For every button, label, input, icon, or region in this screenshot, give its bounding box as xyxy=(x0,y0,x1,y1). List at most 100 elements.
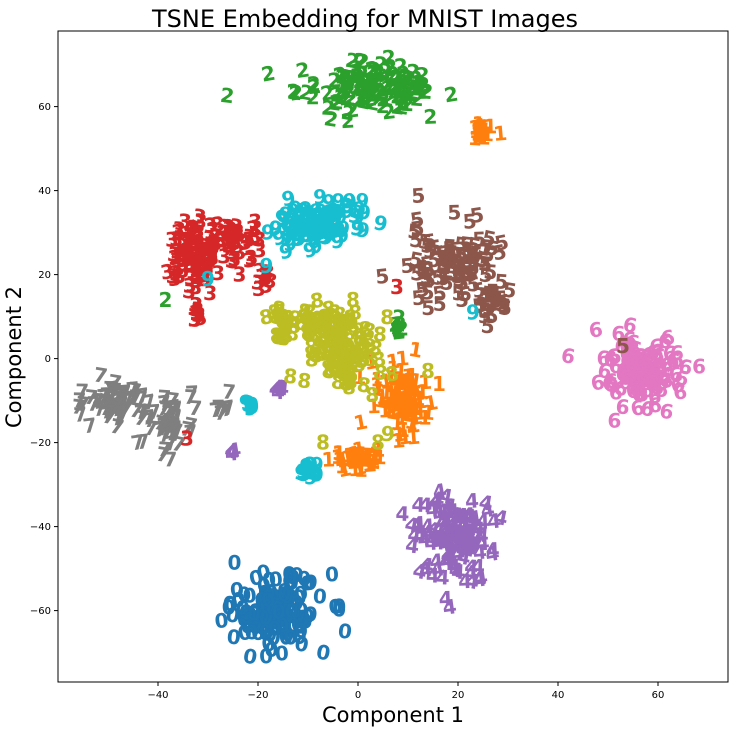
digit-point-2: 2 xyxy=(355,84,371,109)
digit-point-0: 0 xyxy=(268,593,284,618)
digit-point-2: 2 xyxy=(405,74,421,99)
digit-point-1: 1 xyxy=(472,124,487,148)
digit-point-0: 0 xyxy=(236,581,253,606)
digit-point-1: 1 xyxy=(368,441,383,466)
digit-point-1: 1 xyxy=(397,396,415,422)
x-axis-title: Component 1 xyxy=(322,703,464,727)
digit-point-2: 2 xyxy=(394,77,411,103)
digit-point-0: 0 xyxy=(255,615,272,641)
digit-point-1: 1 xyxy=(422,390,440,416)
digit-point-1: 1 xyxy=(398,369,416,395)
digit-point-2: 2 xyxy=(347,59,363,84)
digit-point-1: 1 xyxy=(370,376,387,402)
digit-point-0: 0 xyxy=(264,637,279,662)
digit-point-2: 2 xyxy=(411,72,427,97)
digit-point-0: 0 xyxy=(266,616,283,641)
digit-outlier-8: 8 xyxy=(316,431,330,455)
digit-point-2: 2 xyxy=(348,73,366,99)
digit-point-0: 0 xyxy=(275,578,293,604)
digit-point-0: 0 xyxy=(241,601,259,627)
digit-point-0: 0 xyxy=(276,581,293,606)
digit-point-1: 1 xyxy=(361,445,375,469)
digit-point-2: 2 xyxy=(259,61,277,87)
digit-outlier-3: 3 xyxy=(233,263,247,287)
digit-point-0: 0 xyxy=(291,584,308,610)
digit-point-0: 0 xyxy=(260,631,278,657)
digit-point-7: 7 xyxy=(185,381,200,406)
digit-outlier-3: 3 xyxy=(180,426,194,450)
digit-point-0: 0 xyxy=(260,619,274,643)
digit-point-1: 1 xyxy=(370,367,385,391)
digit-point-1: 1 xyxy=(390,394,408,420)
digit-point-2: 2 xyxy=(382,54,399,79)
digit-point-2: 2 xyxy=(384,61,401,87)
digit-point-4: 4 xyxy=(448,557,464,582)
digit-point-1: 1 xyxy=(390,428,406,453)
digit-point-2: 2 xyxy=(376,58,394,84)
digit-point-7: 7 xyxy=(108,393,125,419)
digit-point-1: 1 xyxy=(391,388,409,414)
digit-point-0: 0 xyxy=(269,600,287,626)
digit-point-1: 1 xyxy=(405,425,421,450)
digit-point-1: 1 xyxy=(350,446,365,470)
digit-point-2: 2 xyxy=(364,90,382,116)
digit-point-2: 2 xyxy=(352,61,370,87)
digit-point-0: 0 xyxy=(262,603,280,629)
digit-point-2: 2 xyxy=(415,72,433,98)
digit-point-3: 3 xyxy=(165,264,180,289)
digit-point-1: 1 xyxy=(383,384,399,409)
digit-point-0: 0 xyxy=(288,603,302,627)
digit-point-4: 4 xyxy=(426,563,440,587)
digit-point-8: 8 xyxy=(358,336,374,361)
digit-outlier-2: 2 xyxy=(159,288,173,312)
digit-point-1: 1 xyxy=(476,114,492,139)
digit-point-2: 2 xyxy=(327,90,344,116)
digit-point-0: 0 xyxy=(272,600,286,624)
digit-point-6: 6 xyxy=(559,343,577,369)
digit-point-0: 0 xyxy=(239,613,257,639)
digit-point-4: 4 xyxy=(441,594,458,620)
digit-point-0: 0 xyxy=(264,583,281,609)
digit-point-0: 0 xyxy=(261,621,278,647)
digit-point-1: 1 xyxy=(390,388,404,412)
digit-point-1: 1 xyxy=(366,446,382,471)
digit-point-0: 0 xyxy=(246,609,262,634)
digit-point-1: 1 xyxy=(471,120,486,145)
digit-point-1: 1 xyxy=(472,116,487,141)
digit-point-1: 1 xyxy=(407,337,425,363)
digit-point-2: 2 xyxy=(395,61,411,86)
digit-point-1: 1 xyxy=(468,119,485,144)
digit-point-0: 0 xyxy=(263,608,277,632)
digit-point-1: 1 xyxy=(377,368,395,394)
digit-point-1: 1 xyxy=(399,364,416,390)
digit-point-8: 8 xyxy=(266,300,282,325)
digit-point-1: 1 xyxy=(470,111,486,136)
digit-point-1: 1 xyxy=(334,447,352,473)
digit-point-1: 1 xyxy=(393,399,408,424)
digit-point-0: 0 xyxy=(224,602,241,628)
digit-point-2: 2 xyxy=(366,79,383,105)
digit-point-0: 0 xyxy=(327,594,344,619)
digit-point-1: 1 xyxy=(332,441,347,465)
digit-point-0: 0 xyxy=(257,604,275,630)
digit-point-0: 0 xyxy=(250,605,267,630)
digit-point-0: 0 xyxy=(293,618,308,643)
digit-point-0: 0 xyxy=(275,600,292,626)
digit-point-1: 1 xyxy=(345,449,361,474)
digit-point-0: 0 xyxy=(260,593,274,617)
digit-point-1: 1 xyxy=(483,114,498,138)
digit-point-2: 2 xyxy=(364,56,381,82)
digit-point-1: 1 xyxy=(397,401,415,427)
digit-point-0: 0 xyxy=(290,609,305,634)
digit-point-0: 0 xyxy=(278,580,296,606)
digit-point-0: 0 xyxy=(255,594,270,618)
digit-point-2: 2 xyxy=(398,65,417,91)
digit-point-2: 2 xyxy=(409,86,425,111)
digit-point-1: 1 xyxy=(390,383,408,409)
digit-point-1: 1 xyxy=(379,380,394,405)
digit-point-1: 1 xyxy=(352,409,370,435)
digit-point-1: 1 xyxy=(351,442,366,467)
digit-point-1: 1 xyxy=(350,447,367,473)
digit-point-1: 1 xyxy=(396,369,412,394)
digit-point-1: 1 xyxy=(467,126,483,151)
